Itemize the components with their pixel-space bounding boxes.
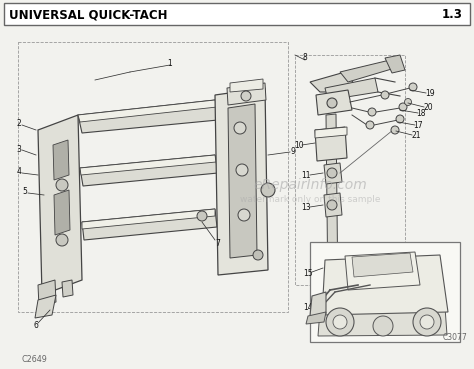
Text: 2: 2 bbox=[17, 120, 21, 128]
Circle shape bbox=[234, 122, 246, 134]
Circle shape bbox=[261, 183, 275, 197]
Circle shape bbox=[396, 115, 404, 123]
Polygon shape bbox=[53, 140, 69, 180]
Polygon shape bbox=[323, 258, 340, 282]
Circle shape bbox=[368, 108, 376, 116]
Polygon shape bbox=[38, 115, 82, 295]
Text: UNIVERSAL QUICK-TACH: UNIVERSAL QUICK-TACH bbox=[9, 8, 167, 21]
Polygon shape bbox=[35, 295, 56, 318]
Text: 20: 20 bbox=[423, 103, 433, 111]
Text: 18: 18 bbox=[416, 108, 426, 117]
Bar bbox=[310, 242, 460, 342]
Polygon shape bbox=[228, 104, 257, 258]
Circle shape bbox=[404, 99, 411, 106]
Circle shape bbox=[327, 98, 337, 108]
Text: 14: 14 bbox=[303, 303, 313, 313]
Polygon shape bbox=[345, 252, 420, 290]
Polygon shape bbox=[352, 253, 413, 277]
Text: 10: 10 bbox=[294, 141, 304, 149]
Circle shape bbox=[381, 91, 389, 99]
Polygon shape bbox=[306, 312, 326, 324]
Polygon shape bbox=[315, 127, 347, 138]
Polygon shape bbox=[315, 127, 347, 161]
Text: 8: 8 bbox=[302, 52, 307, 62]
Text: 9: 9 bbox=[291, 146, 295, 155]
Text: 4: 4 bbox=[17, 168, 21, 176]
Polygon shape bbox=[78, 100, 217, 122]
Text: watermark only on this sample: watermark only on this sample bbox=[240, 196, 380, 204]
Polygon shape bbox=[82, 209, 215, 229]
Text: C3077: C3077 bbox=[443, 334, 467, 342]
Text: 7: 7 bbox=[216, 238, 220, 248]
Circle shape bbox=[409, 83, 417, 91]
Polygon shape bbox=[215, 88, 268, 275]
Text: C2649: C2649 bbox=[22, 355, 48, 365]
Polygon shape bbox=[316, 90, 352, 115]
Polygon shape bbox=[324, 193, 342, 217]
Text: 21: 21 bbox=[411, 131, 421, 139]
Polygon shape bbox=[54, 190, 70, 235]
Circle shape bbox=[241, 91, 251, 101]
Circle shape bbox=[238, 209, 250, 221]
Polygon shape bbox=[324, 163, 342, 184]
Text: 3: 3 bbox=[17, 145, 21, 154]
Circle shape bbox=[327, 168, 337, 178]
Bar bbox=[18, 42, 288, 312]
Bar bbox=[295, 55, 405, 285]
Circle shape bbox=[327, 200, 337, 210]
Text: 1: 1 bbox=[168, 59, 173, 68]
Text: 1.3: 1.3 bbox=[442, 8, 463, 21]
Polygon shape bbox=[322, 255, 448, 315]
Polygon shape bbox=[62, 280, 73, 297]
Circle shape bbox=[373, 316, 393, 336]
Polygon shape bbox=[326, 114, 338, 301]
Polygon shape bbox=[310, 72, 355, 92]
Circle shape bbox=[253, 250, 263, 260]
Circle shape bbox=[326, 265, 336, 275]
Text: 19: 19 bbox=[425, 89, 435, 97]
Polygon shape bbox=[78, 100, 218, 133]
Polygon shape bbox=[38, 280, 56, 307]
Polygon shape bbox=[230, 79, 263, 92]
Polygon shape bbox=[325, 78, 378, 100]
Polygon shape bbox=[227, 83, 266, 105]
Circle shape bbox=[420, 315, 434, 329]
Circle shape bbox=[399, 103, 407, 111]
Circle shape bbox=[333, 315, 347, 329]
Polygon shape bbox=[80, 155, 216, 175]
Text: 15: 15 bbox=[303, 269, 313, 279]
Circle shape bbox=[56, 179, 68, 191]
Polygon shape bbox=[80, 155, 218, 186]
Circle shape bbox=[366, 121, 374, 129]
Polygon shape bbox=[82, 209, 217, 240]
Circle shape bbox=[236, 164, 248, 176]
Polygon shape bbox=[340, 60, 395, 82]
Text: 5: 5 bbox=[23, 187, 27, 197]
Circle shape bbox=[413, 308, 441, 336]
Circle shape bbox=[197, 211, 207, 221]
Bar bbox=[4, 3, 470, 25]
Polygon shape bbox=[328, 280, 336, 306]
Polygon shape bbox=[310, 292, 326, 316]
Circle shape bbox=[56, 234, 68, 246]
Circle shape bbox=[326, 308, 354, 336]
Text: 11: 11 bbox=[301, 170, 311, 179]
Polygon shape bbox=[318, 307, 447, 336]
Text: eRepairInfo.com: eRepairInfo.com bbox=[253, 178, 367, 192]
Polygon shape bbox=[385, 55, 405, 73]
Text: 13: 13 bbox=[301, 203, 311, 211]
Circle shape bbox=[391, 126, 399, 134]
Text: 17: 17 bbox=[413, 121, 423, 130]
Text: 6: 6 bbox=[34, 321, 38, 331]
